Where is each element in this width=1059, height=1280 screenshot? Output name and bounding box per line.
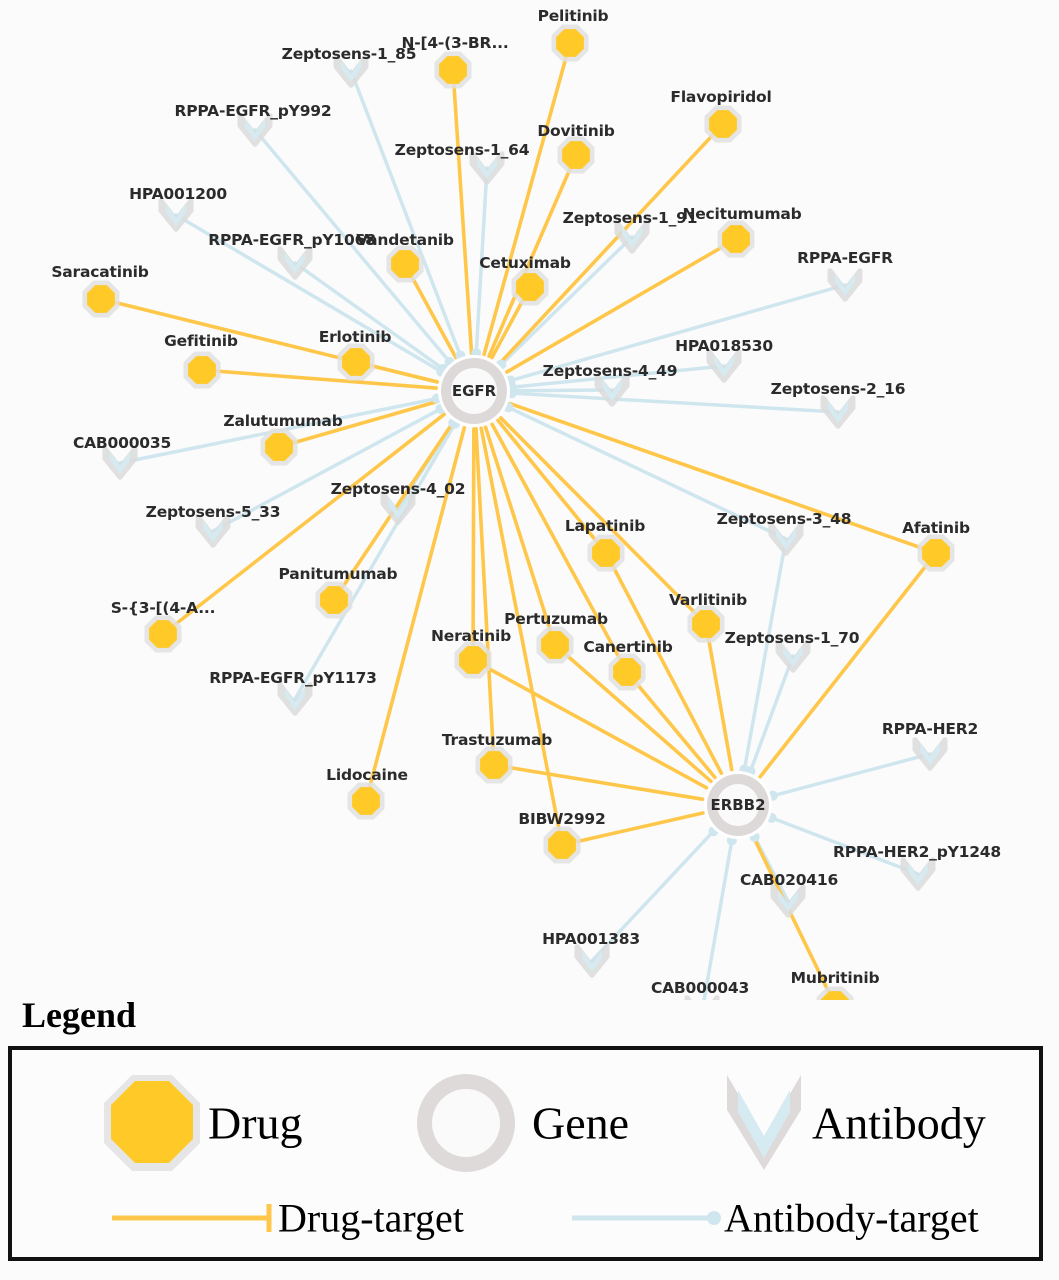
- antibody-node[interactable]: [333, 54, 369, 88]
- antibody-node[interactable]: [614, 220, 650, 254]
- circle-icon: [417, 1074, 515, 1172]
- antibody-edge-icon: [572, 1211, 721, 1225]
- drug-node[interactable]: [551, 24, 589, 62]
- drug-node[interactable]: [315, 581, 353, 619]
- drug-node[interactable]: [82, 280, 120, 318]
- legend-label-antibody: Antibody: [812, 1097, 986, 1149]
- drug-node[interactable]: [704, 105, 742, 143]
- antibody-node[interactable]: [827, 268, 863, 302]
- drug-node[interactable]: [347, 782, 385, 820]
- gene-node-egfr[interactable]: [438, 355, 510, 427]
- legend-label-drug-target: Drug-target: [278, 1195, 464, 1241]
- drug-node[interactable]: [386, 245, 424, 283]
- legend-label-gene: Gene: [532, 1097, 630, 1149]
- antibody-node[interactable]: [158, 198, 194, 232]
- drug-node[interactable]: [543, 826, 581, 864]
- drug-node[interactable]: [475, 746, 513, 784]
- drug-node[interactable]: [717, 220, 755, 258]
- drug-node[interactable]: [816, 986, 854, 1001]
- antibody-node[interactable]: [195, 514, 231, 548]
- drug-node[interactable]: [337, 343, 375, 381]
- network-svg: [82, 24, 955, 1001]
- drug-node[interactable]: [183, 351, 221, 389]
- drug-node[interactable]: [434, 51, 472, 89]
- antibody-node[interactable]: [820, 395, 856, 429]
- drug-node[interactable]: [587, 534, 625, 572]
- drug-node[interactable]: [608, 653, 646, 691]
- legend-label-antibody-target: Antibody-target: [724, 1195, 979, 1241]
- antibody-node[interactable]: [912, 737, 948, 771]
- gene-node-erbb2[interactable]: [704, 771, 772, 839]
- antibody-node[interactable]: [768, 522, 804, 556]
- antibody-node[interactable]: [469, 151, 505, 185]
- octagon-icon: [104, 1075, 200, 1171]
- antibody-node[interactable]: [900, 857, 936, 891]
- legend-label-drug: Drug: [208, 1097, 303, 1149]
- legend-panel: Legend: [0, 980, 1059, 1280]
- drug-node[interactable]: [144, 615, 182, 653]
- drug-node[interactable]: [687, 605, 725, 643]
- antibody-node[interactable]: [594, 373, 630, 407]
- antibody-node[interactable]: [380, 491, 416, 525]
- legend-title: Legend: [22, 995, 137, 1035]
- antibody-node[interactable]: [102, 446, 138, 480]
- antibody-node[interactable]: [574, 944, 610, 978]
- drug-node[interactable]: [260, 428, 298, 466]
- antibody-node[interactable]: [277, 682, 313, 716]
- antibody-node[interactable]: [277, 246, 313, 280]
- network-canvas[interactable]: Zeptosens-1_85 Zeptosens-1_64 RPPA-EGFR_pY…: [0, 0, 1059, 1000]
- drug-node[interactable]: [917, 534, 955, 572]
- legend-box: Drug Gene Antibody Drug-target Antibody-…: [8, 1046, 1043, 1261]
- drug-node[interactable]: [454, 641, 492, 679]
- drug-node[interactable]: [557, 136, 595, 174]
- antibody-node[interactable]: [706, 349, 742, 383]
- chevron-icon: [727, 1075, 801, 1170]
- antibody-node[interactable]: [775, 639, 811, 673]
- drug-edge-icon: [112, 1204, 272, 1232]
- drug-node[interactable]: [511, 268, 549, 306]
- legend-svg: [104, 1074, 801, 1232]
- antibody-node[interactable]: [770, 884, 806, 918]
- antibody-node[interactable]: [237, 113, 273, 147]
- drug-node[interactable]: [536, 626, 574, 664]
